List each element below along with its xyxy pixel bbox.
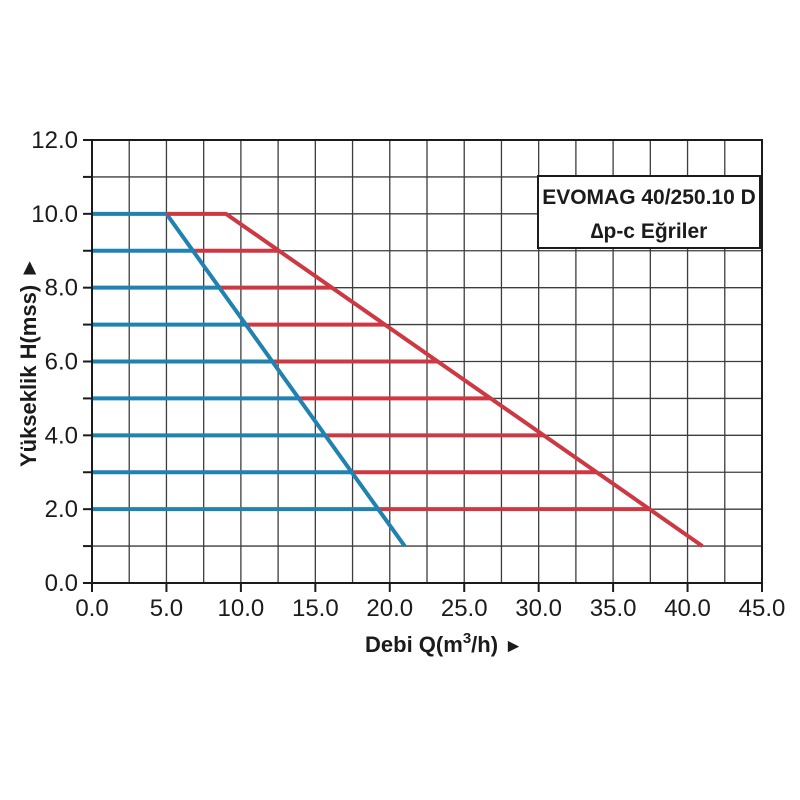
y-tick-label: 4.0 — [45, 422, 78, 449]
x-tick-label: 15.0 — [292, 595, 339, 622]
y-axis-label: Yükseklik H(mss) ► — [16, 257, 41, 467]
y-tick-label: 12.0 — [31, 127, 78, 154]
x-tick-label: 25.0 — [441, 595, 488, 622]
y-tick-label: 6.0 — [45, 349, 78, 376]
x-tick-label: 45.0 — [739, 595, 786, 622]
x-tick-label: 5.0 — [150, 595, 183, 622]
y-tick-label: 0.0 — [45, 570, 78, 597]
legend-box — [537, 175, 761, 249]
red-max-curve — [166, 211, 704, 548]
y-tick-label: 2.0 — [45, 496, 78, 523]
x-tick-label: 30.0 — [515, 595, 562, 622]
x-tick-label: 40.0 — [664, 595, 711, 622]
legend-title: EVOMAG 40/250.10 D — [542, 186, 756, 209]
x-tick-label: 35.0 — [590, 595, 637, 622]
legend-subtitle: ∆p-c Eğriler — [591, 220, 708, 243]
x-axis-label: Debi Q(m3/h) ► — [365, 630, 523, 657]
y-tick-label: 8.0 — [45, 275, 78, 302]
x-tick-label: 10.0 — [218, 595, 265, 622]
y-tick-label: 10.0 — [31, 201, 78, 228]
x-tick-label: 0.0 — [75, 595, 108, 622]
x-tick-label: 20.0 — [366, 595, 413, 622]
